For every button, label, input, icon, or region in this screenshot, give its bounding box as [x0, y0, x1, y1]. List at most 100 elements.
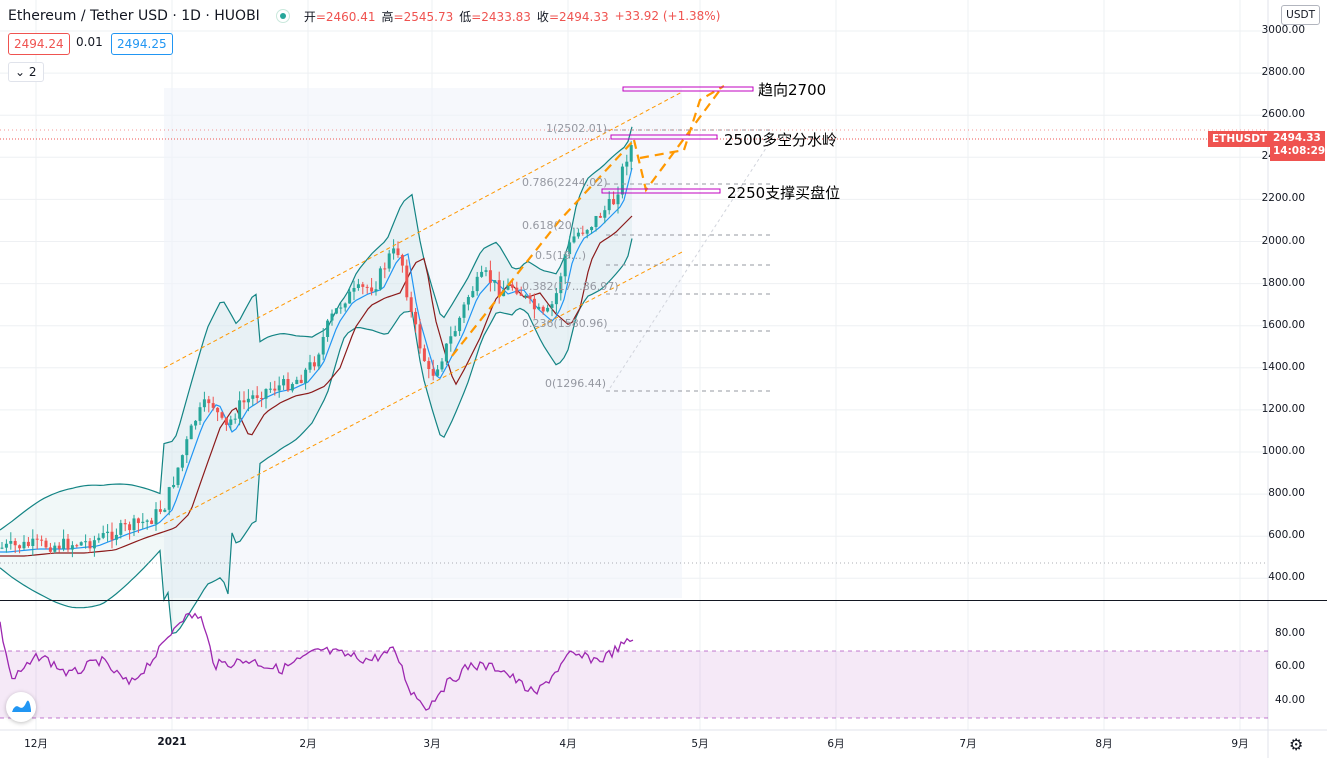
price-tick-label: 2800.00: [1261, 66, 1305, 79]
candle-body: [532, 298, 536, 310]
candle-body: [101, 533, 105, 538]
candle-body: [92, 540, 96, 549]
candle-body: [189, 425, 193, 440]
candle-body: [242, 400, 246, 403]
time-tick-label: 3月: [423, 738, 441, 750]
support-zone-box[interactable]: [601, 188, 721, 194]
bollinger-fill: [0, 126, 632, 634]
candle-body: [396, 248, 400, 256]
candle-body: [233, 418, 237, 420]
candle-body: [154, 509, 158, 524]
candle-body: [53, 545, 57, 552]
price-tick-label: 3000.00: [1261, 24, 1305, 36]
candle-body: [273, 388, 277, 391]
candle-body: [141, 521, 145, 524]
candle-body: [321, 336, 325, 355]
candle-body: [255, 395, 259, 398]
candle-body: [132, 518, 136, 531]
candle-body: [554, 293, 558, 305]
candle-body: [18, 545, 22, 549]
candle-body: [251, 395, 255, 399]
candle-body: [180, 455, 184, 468]
candle-body: [312, 362, 316, 367]
candle-body: [466, 297, 470, 305]
projection-box: [164, 88, 682, 598]
candle-body: [70, 545, 74, 550]
candle-body: [594, 215, 598, 227]
candle-body: [304, 369, 308, 383]
candle-body: [79, 542, 83, 546]
candle-body: [559, 276, 563, 294]
candle-body: [484, 270, 488, 272]
candle-body: [458, 317, 462, 332]
candle-body: [480, 271, 484, 277]
candle-body: [220, 412, 224, 418]
candle-body: [598, 215, 602, 218]
currency-button[interactable]: USDT: [1281, 5, 1320, 25]
indicator-toggle-button[interactable]: ⌄ 2: [8, 62, 44, 82]
candle-body: [392, 248, 396, 254]
ask-price-box[interactable]: 2494.25: [111, 33, 173, 55]
candle-body: [167, 487, 171, 510]
annotation-support[interactable]: 2250支撑买盘位: [727, 184, 841, 202]
candle-body: [453, 331, 457, 337]
candle-body: [616, 194, 620, 205]
candle-body: [57, 545, 61, 549]
candle-body: [625, 161, 629, 167]
annotation-pivot[interactable]: 2500多空分水岭: [724, 131, 838, 149]
time-tick-label: 8月: [1095, 738, 1113, 750]
bollinger-upper-line: [0, 126, 633, 531]
time-tick-label: 9月: [1231, 738, 1249, 750]
target-zone-box[interactable]: [622, 86, 754, 92]
candle-body: [9, 541, 13, 544]
candle-body: [198, 407, 202, 421]
candle-body: [471, 291, 475, 298]
candle-body: [449, 336, 453, 344]
candle-body: [35, 538, 39, 540]
gear-icon[interactable]: ⚙: [1289, 735, 1304, 754]
candle-body: [277, 385, 281, 391]
ohlc-open: 开=2460.41: [303, 9, 376, 24]
candle-body: [62, 538, 66, 549]
candle-body: [444, 343, 448, 362]
candle-body: [229, 419, 233, 425]
candle-body: [537, 306, 541, 310]
candle-body: [563, 254, 567, 277]
candle-body: [224, 417, 228, 425]
candle-body: [119, 523, 123, 535]
candle-body: [194, 420, 198, 426]
candle-body: [603, 210, 607, 218]
candle-body: [440, 361, 444, 370]
time-tick-label: 7月: [959, 738, 977, 750]
candle-body: [136, 518, 140, 524]
candle-body: [326, 320, 330, 337]
symbol-title[interactable]: Ethereum / Tether USD · 1D · HUOBI: [8, 8, 260, 24]
candle-body: [97, 537, 101, 541]
candle-body: [493, 280, 497, 283]
candle-body: [541, 306, 545, 312]
tradingview-logo-icon[interactable]: [6, 692, 36, 722]
candle-body: [158, 509, 162, 512]
price-tick-label: 1200.00: [1261, 402, 1305, 415]
candle-body: [145, 520, 149, 522]
candle-body: [383, 268, 387, 270]
time-tick-label: 2月: [299, 738, 317, 750]
candle-body: [497, 280, 501, 297]
candle-body: [370, 287, 374, 292]
candle-body: [299, 379, 303, 383]
candle-body: [348, 291, 352, 304]
candle-body: [123, 523, 127, 525]
candle-body: [290, 384, 294, 391]
candle-body: [422, 348, 426, 362]
candle-body: [462, 304, 466, 318]
candle-body: [585, 230, 589, 234]
rsi-band: [0, 651, 1268, 718]
candle-body: [365, 286, 369, 288]
pivot-zone-box[interactable]: [610, 134, 718, 140]
time-tick-label: 12月: [24, 738, 48, 750]
annotation-target[interactable]: 趋向2700: [758, 81, 827, 99]
time-tick-label: 4月: [559, 738, 577, 750]
candle-body: [502, 289, 506, 297]
bid-price-box[interactable]: 2494.24: [8, 33, 70, 55]
